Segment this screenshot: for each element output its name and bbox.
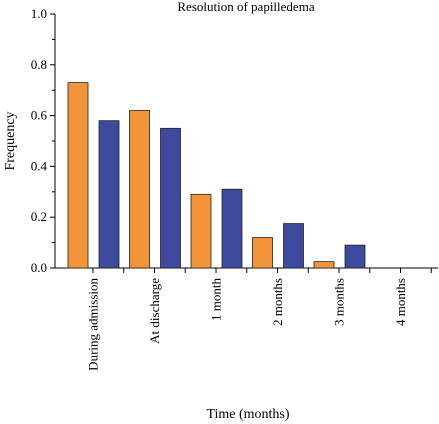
y-tick-label: 0.2 [31, 209, 47, 224]
y-axis-title: Frequency [3, 111, 18, 170]
bar [283, 223, 304, 269]
y-tick-label: 0.4 [31, 158, 48, 173]
y-tick-label: 0.0 [31, 260, 47, 275]
x-axis-title: Time (months) [206, 407, 289, 422]
x-tick-label: 2 months [270, 278, 285, 326]
bar [221, 188, 243, 269]
plot-area: 0.0 0.2 0.4 0.6 0.8 1.0 During admission At dis… [31, 6, 438, 371]
x-tick-label: 4 months [393, 278, 408, 326]
x-tick-label: During admission [86, 278, 101, 371]
y-tick-label: 0.6 [31, 108, 48, 123]
x-tick-label: 1 month [209, 278, 224, 321]
chart-title: Resolution of papilledema [177, 0, 314, 14]
bar [129, 110, 150, 269]
bar [344, 244, 366, 269]
bar [160, 127, 181, 269]
x-tick-label: At discharge [147, 278, 162, 344]
x-tick-label: 3 months [332, 278, 347, 326]
y-tick-label: 0.8 [31, 57, 47, 72]
y-tick-label: 1.0 [31, 6, 47, 21]
bar [313, 261, 335, 269]
bar [67, 82, 89, 269]
bar [252, 237, 273, 269]
bar [98, 120, 120, 269]
bar [190, 193, 212, 269]
